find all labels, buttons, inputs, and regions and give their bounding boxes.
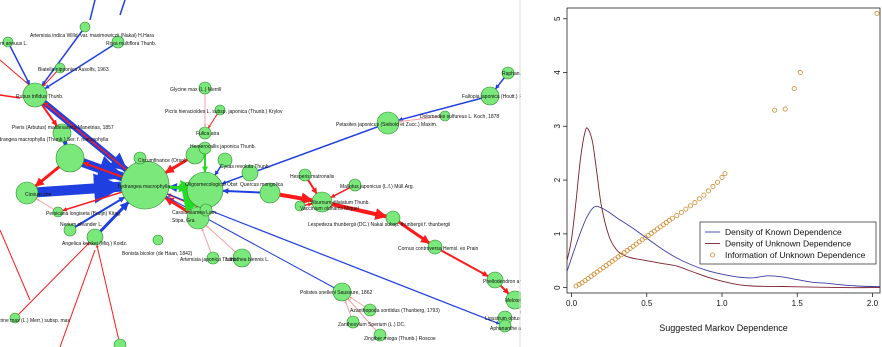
node-label: Mallotus japonicus (L.f.) Müll.Arg. <box>340 184 414 190</box>
network-node <box>80 22 90 32</box>
node-label: Cirsium inte <box>25 192 52 198</box>
network-node <box>187 172 223 208</box>
node-label: Rosa multiflora Thunb. <box>106 41 156 47</box>
network-edge <box>97 245 120 345</box>
node-label: Lithothea biennis L. <box>226 257 269 263</box>
network-edge <box>60 250 95 347</box>
node-label: Angelica keiskei (Miq.) Koidz. <box>62 241 127 247</box>
node-label: Cycas revoluta Thunb. <box>220 164 270 170</box>
node-label: Rubus trifidus Thunb. <box>16 94 63 100</box>
node-label: Zanthoxylum Sperium (L.) DC. <box>338 322 406 328</box>
node-label: Nerium oleander L. <box>60 222 103 228</box>
node-label: Persicaria longiseta (Bruijn) Kitag. <box>46 211 121 217</box>
x-tick-label: 1.5 <box>792 299 804 308</box>
node-label: Petasites japonicus (Siebold et Zucc.) M… <box>336 122 437 128</box>
node-label: Lespedeza thunbergii (DC.) Nakai subsp. … <box>308 222 450 228</box>
node-label: hydrangea macrophylla <box>118 184 170 190</box>
network-node <box>56 144 84 172</box>
node-label: Cornus controversa Hemsl. ex Prain <box>398 246 479 252</box>
y-tick-label: 4 <box>553 70 562 75</box>
y-tick-label: 2 <box>553 177 562 182</box>
node-label: Cassia siamea Lam. <box>172 210 217 216</box>
node-label: Azanthopoda sordidus (Thunberg, 1793) <box>350 308 440 314</box>
node-label: Quercus mongolica <box>240 182 283 188</box>
network-edge <box>90 0 95 20</box>
node-label: Biatella nipponica Ausolfs, 1963 <box>38 67 109 73</box>
legend-label: Information of Unknown Dependence <box>725 250 866 260</box>
node-label: Artemisia indica Willd. var. maximowiczi… <box>30 33 154 39</box>
y-tick-label: 1 <box>553 231 562 236</box>
network-node <box>153 235 163 245</box>
node-label: Pieris (Arbutus) maldesaneta Manetrias, … <box>12 125 114 131</box>
node-label: ydrangea macrophylla (Thunb.) Ser. f. ma… <box>0 137 108 143</box>
network-edge <box>15 243 89 318</box>
network-edge <box>0 230 30 300</box>
node-label: Bonista bicolor (de Haan, 1842) <box>122 251 193 257</box>
node-label: crine max (L.) Merr.) subsp. max <box>0 318 70 324</box>
node-label: Glycine max (L.) Merrill <box>170 87 221 93</box>
legend-label: Density of Known Dependence <box>725 227 842 237</box>
y-tick-label: 5 <box>553 16 562 21</box>
node-label: Oligosmecological Obst <box>185 182 238 188</box>
node-label: Zingiber mioga (Thunb.) Roscoe <box>364 336 436 342</box>
x-axis-label: Suggested Markov Dependence <box>659 323 788 333</box>
node-label: tum annuus L. <box>0 41 28 47</box>
x-tick-label: 0.0 <box>566 299 578 308</box>
node-label: Dolomedes sulfureus L. Koch, 1878 <box>420 114 499 120</box>
chart-background <box>521 0 882 347</box>
legend-label: Density of Unknown Dependence <box>725 239 851 249</box>
node-label: Stipa, Gra <box>172 218 195 224</box>
node-label: Polistes snelleni Saussure, 1862 <box>300 290 372 296</box>
x-tick-label: 1.0 <box>716 299 728 308</box>
network-edge <box>8 42 30 84</box>
node-label: Hemerocallis japonica Thunb. <box>190 144 256 150</box>
node-label: Picris hieracioides L. subsp. japonica (… <box>165 109 283 115</box>
x-tick-label: 2.0 <box>867 299 879 308</box>
node-label: Hesperis matronalis <box>290 174 335 180</box>
network-edge <box>120 0 125 15</box>
x-tick-label: 0.5 <box>641 299 653 308</box>
node-label: Vaccinium oldhamii Miquel <box>300 206 359 212</box>
node-label: Circumfinance (Orso) <box>138 158 186 164</box>
y-tick-label: 3 <box>553 124 562 129</box>
node-label: Fulica atra <box>196 131 220 137</box>
network-node <box>114 339 126 347</box>
y-tick-label: 0 <box>553 285 562 290</box>
